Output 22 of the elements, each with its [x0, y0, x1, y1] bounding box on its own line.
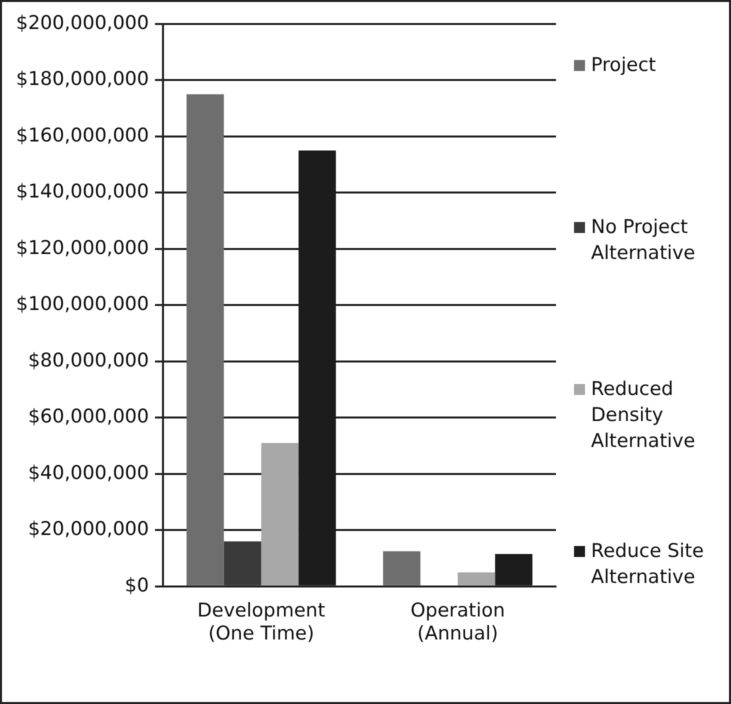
y-tick-label: $60,000,000 [28, 406, 149, 428]
bar [261, 442, 299, 586]
y-tick-label: $140,000,000 [16, 180, 149, 203]
bar [186, 94, 224, 586]
legend-label: Reduce Site Alternative [591, 539, 705, 590]
bar [458, 572, 496, 586]
legend-label: Project [591, 53, 658, 78]
y-tick-label: $180,000,000 [16, 68, 149, 90]
legend-label: No Project Alternative [591, 215, 696, 266]
y-tick-label: $80,000,000 [28, 349, 149, 372]
legend-label: Reduced Density Alternative [591, 377, 696, 454]
y-tick-label: $20,000,000 [28, 518, 149, 540]
y-tick-label: $0 [124, 574, 149, 596]
y-tick-label: $100,000,000 [16, 293, 149, 316]
y-tick-label: $120,000,000 [16, 236, 149, 259]
y-tick-label: $40,000,000 [28, 462, 149, 484]
y-tick-label: $200,000,000 [16, 12, 149, 34]
y-tick-label: $160,000,000 [16, 124, 149, 146]
x-tick-label: Development (One Time) [197, 600, 326, 645]
bar [224, 541, 262, 586]
bar [383, 551, 420, 586]
x-tick-label: Operation (Annual) [410, 600, 506, 645]
